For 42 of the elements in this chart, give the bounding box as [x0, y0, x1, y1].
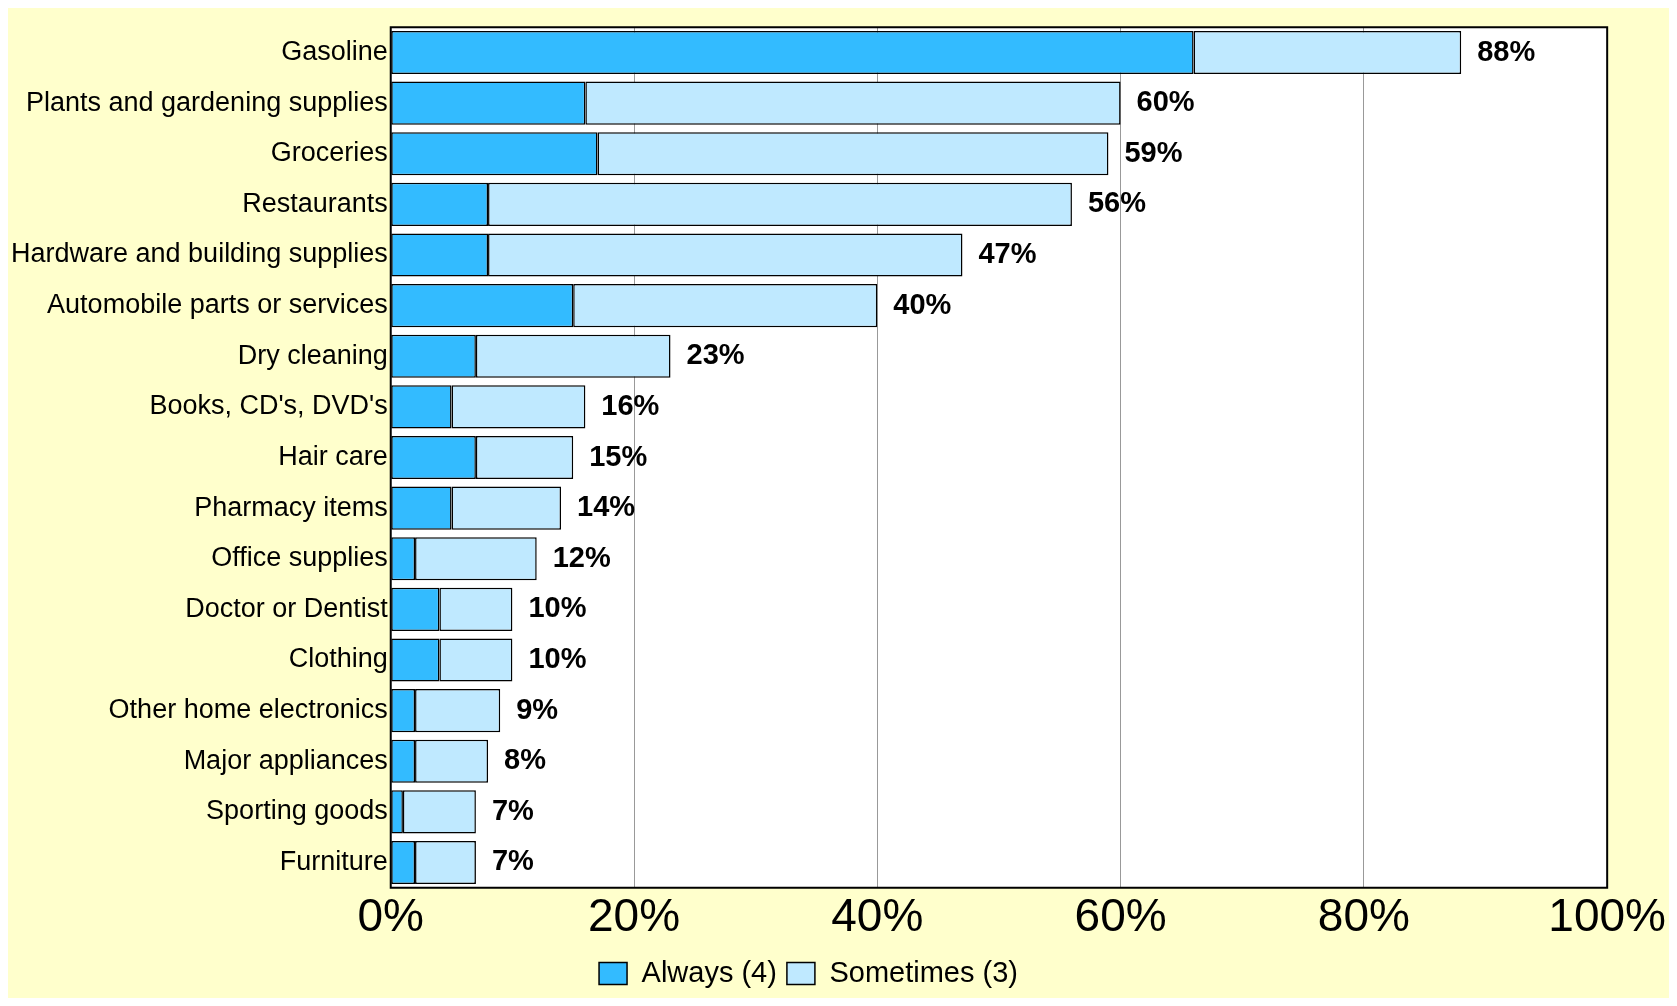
y-tick-label: Other home electronics	[108, 694, 388, 725]
total-label: 12%	[552, 540, 611, 573]
total-label: 88%	[1477, 34, 1536, 67]
total-label: 16%	[601, 388, 660, 421]
total-label: 10%	[528, 641, 587, 674]
x-tick-label: 100%	[1548, 889, 1666, 942]
y-tick-label: Hardware and building supplies	[11, 238, 388, 269]
total-label: 10%	[528, 591, 587, 624]
y-tick-label: Office supplies	[211, 542, 388, 573]
x-tick-label: 0%	[357, 889, 424, 942]
y-tick-label: Clothing	[288, 643, 388, 674]
y-tick-label: Plants and gardening supplies	[25, 86, 388, 117]
total-label: 8%	[504, 743, 547, 776]
x-tick-label: 40%	[831, 889, 924, 942]
total-label: 14%	[577, 490, 636, 523]
total-label: 7%	[491, 793, 535, 826]
total-label: 60%	[1136, 85, 1195, 118]
total-label: 15%	[589, 439, 648, 472]
x-tick-label: 20%	[587, 889, 681, 942]
y-tick-label: Books, CD's, DVD's	[149, 390, 388, 421]
total-label: 47%	[978, 237, 1037, 270]
y-tick-label: Groceries	[270, 137, 388, 168]
y-tick-label: Pharmacy items	[194, 491, 388, 522]
legend-label: Sometimes (3)	[829, 955, 1018, 988]
total-label: 59%	[1124, 135, 1183, 168]
y-tick-label: Dry cleaning	[237, 339, 388, 370]
total-label: 9%	[516, 692, 559, 725]
legend-label: Always (4)	[641, 955, 777, 988]
total-label: 56%	[1087, 186, 1147, 219]
x-tick-label: 80%	[1317, 889, 1410, 942]
y-tick-label: Sporting goods	[206, 795, 388, 826]
y-tick-label: Furniture	[279, 845, 388, 876]
total-label: 23%	[686, 338, 745, 371]
total-label: 7%	[491, 844, 535, 877]
y-tick-label: Automobile parts or services	[47, 289, 388, 320]
y-tick-label: Doctor or Dentist	[185, 592, 389, 623]
y-tick-label: Hair care	[278, 440, 388, 471]
total-label: 40%	[893, 287, 952, 320]
y-tick-label: Major appliances	[183, 744, 388, 775]
x-tick-label: 60%	[1074, 889, 1167, 942]
y-tick-label: Restaurants	[242, 187, 388, 218]
y-tick-label: Gasoline	[281, 35, 388, 66]
